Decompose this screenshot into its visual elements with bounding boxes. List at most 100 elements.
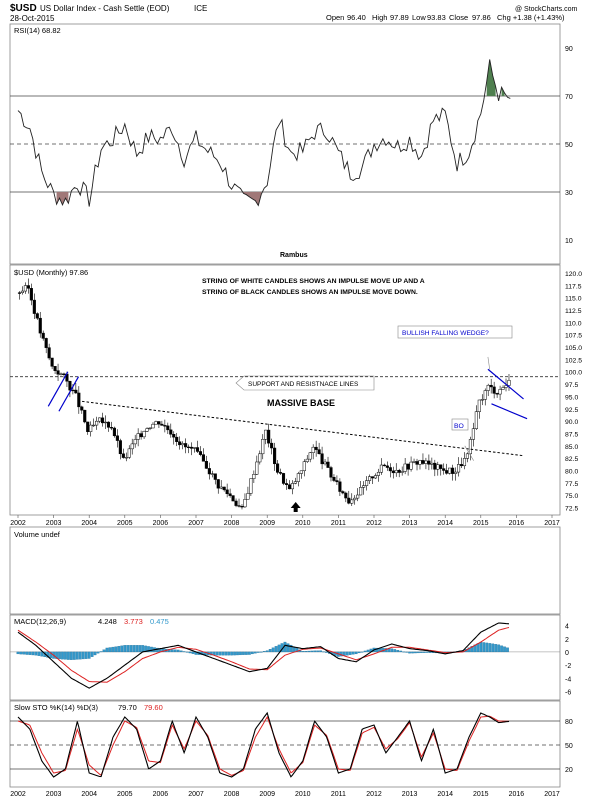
- candle-body: [62, 373, 66, 375]
- candle-body: [32, 299, 36, 314]
- macd-histogram-bar: [482, 642, 486, 653]
- candle-body: [474, 411, 478, 429]
- candle-body: [483, 390, 487, 400]
- price-xtick: 2008: [224, 520, 240, 527]
- candle-body: [231, 495, 235, 502]
- candle-body: [121, 453, 125, 458]
- macd-histogram-bar: [363, 650, 367, 653]
- candle-body: [323, 461, 327, 465]
- macd-histogram-bar: [256, 651, 260, 653]
- macd-histogram-bar: [84, 651, 88, 659]
- candle-body: [308, 452, 312, 460]
- price-xtick: 2014: [437, 520, 453, 527]
- macd-histogram-bar: [70, 651, 73, 660]
- macd-histogram-bar: [87, 651, 91, 659]
- candle-body: [471, 428, 475, 440]
- macd-histogram-bar: [239, 651, 242, 656]
- price-ytick: 120.0: [565, 271, 582, 278]
- rsi-footer: Rambus: [280, 252, 308, 259]
- macd-title: MACD(12,26,9): [14, 617, 67, 626]
- macd-histogram-bar: [506, 647, 509, 653]
- macd-histogram-bar: [307, 650, 311, 653]
- candle-body: [95, 420, 99, 426]
- macd-histogram-bar: [262, 651, 266, 653]
- macd-histogram-bar: [230, 651, 233, 656]
- sto-ytick: 20: [565, 767, 573, 774]
- macd-histogram-bar: [251, 651, 254, 655]
- candle-body: [237, 505, 241, 507]
- sto-xtick: 2007: [188, 791, 204, 798]
- candle-body: [362, 485, 366, 488]
- candle-body: [77, 392, 81, 408]
- support-callout: [235, 375, 375, 391]
- candle-body: [35, 313, 39, 319]
- candle-body: [98, 417, 102, 422]
- macd-histogram-bar: [500, 645, 503, 653]
- macd-histogram-bar: [494, 644, 497, 653]
- candle-body: [305, 458, 309, 462]
- candle-body: [172, 434, 176, 438]
- macd-histogram-bar: [310, 650, 314, 653]
- sto-xtick: 2005: [117, 791, 133, 798]
- macd-histogram-bar: [170, 649, 174, 653]
- candle-body: [136, 433, 140, 440]
- candle-body: [311, 446, 315, 453]
- price-panel: [9, 264, 561, 516]
- candle-body: [320, 453, 324, 465]
- candle-body: [255, 461, 259, 475]
- header-name: US Dollar Index - Cash Settle (EOD): [40, 4, 170, 13]
- macd-histogram-bar: [224, 651, 228, 656]
- macd-histogram-bar: [426, 651, 429, 653]
- candle-body: [296, 473, 300, 482]
- candle-body: [465, 453, 469, 459]
- macd-histogram-bar: [491, 643, 495, 653]
- candle-body: [498, 389, 502, 395]
- macd-histogram-bar: [81, 651, 85, 660]
- candle-body: [365, 480, 369, 486]
- candle-body: [421, 460, 425, 464]
- candle-body: [192, 447, 197, 449]
- macd-histogram-bar: [132, 645, 136, 653]
- macd-histogram-bar: [274, 646, 278, 653]
- candle-body: [495, 393, 499, 395]
- note-line-1: STRING OF WHITE CANDLES SHOWS AN IMPULSE…: [202, 278, 425, 285]
- macd-signal-value: 3.773: [124, 617, 143, 626]
- macd-histogram-bar: [322, 651, 325, 653]
- candle-body: [430, 462, 434, 465]
- macd-histogram-bar: [227, 651, 230, 656]
- candle-body: [468, 439, 472, 455]
- candle-body: [198, 451, 202, 455]
- macd-histogram-bar: [108, 647, 112, 653]
- sto-ytick: 80: [565, 719, 573, 726]
- sto-xtick: 2002: [10, 791, 26, 798]
- header-exchange: ICE: [194, 4, 207, 13]
- candle-body: [38, 317, 42, 334]
- volume-title: Volume undef: [14, 530, 61, 539]
- macd-histogram-bar: [345, 651, 349, 656]
- macd-histogram-bar: [375, 647, 379, 653]
- macd-histogram-bar: [295, 648, 299, 653]
- macd-histogram-bar: [366, 649, 370, 653]
- macd-histogram-bar: [185, 651, 189, 653]
- macd-histogram-bar: [319, 650, 322, 653]
- candle-body: [207, 468, 211, 475]
- candle-body: [459, 464, 464, 467]
- candle-body: [133, 439, 137, 445]
- candle-body: [281, 473, 286, 484]
- price-ytick: 75.0: [565, 493, 578, 500]
- macd-histogram-bar: [40, 651, 44, 657]
- candle-body: [370, 476, 375, 479]
- candle-body: [439, 464, 443, 469]
- macd-histogram-bar: [16, 651, 20, 655]
- macd-histogram-bar: [138, 645, 141, 653]
- macd-histogram-bar: [488, 643, 492, 653]
- macd-ytick: -4: [565, 676, 571, 683]
- price-ytick: 77.5: [565, 481, 578, 488]
- candle-body: [284, 483, 289, 485]
- rsi-title: RSI(14) 68.82: [14, 26, 61, 35]
- macd-histogram-bar: [99, 651, 103, 653]
- candle-body: [26, 285, 30, 289]
- macd-histogram-bar: [348, 651, 352, 655]
- macd-histogram-bar: [233, 651, 236, 656]
- candle-body: [264, 429, 268, 440]
